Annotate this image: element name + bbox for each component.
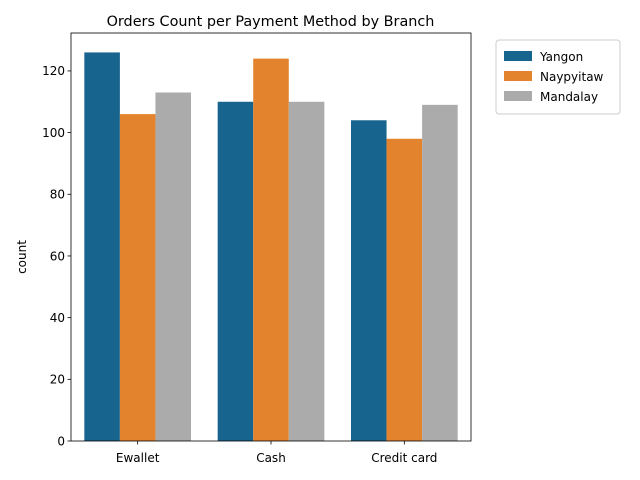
bar-yangon-ewallet [84,52,120,442]
bar-mandalay-cash [288,101,325,442]
bar-yangon-cash [217,101,254,442]
legend-swatch-naypyitaw [504,71,532,81]
legend-label-naypyitaw: Naypyitaw [540,70,604,84]
axes-frame [70,32,472,442]
y-tick-label: 0 [57,434,65,448]
legend-swatch-mandalay [504,91,532,101]
x-tick-label: Cash [256,451,286,465]
bar-mandalay-ewallet [155,92,191,442]
bar-mandalay-credit-card [422,104,458,441]
plot-area: 0 20 40 60 80 100 120 Ewallet Cash Credit card [42,32,472,465]
bar-naypyitaw-ewallet [119,114,156,442]
y-tick-label: 60 [50,249,65,263]
y-axis-title: count [15,240,29,274]
bar-naypyitaw-credit-card [386,138,423,441]
y-tick-label: 20 [50,373,65,387]
y-tick-label: 100 [42,126,65,140]
y-tick-label: 120 [42,64,65,78]
chart-title: Orders Count per Payment Method by Branc… [107,14,435,30]
y-tick-label: 40 [50,311,65,325]
legend-label-yangon: Yangon [539,50,583,64]
x-tick-label: Credit card [371,451,437,465]
legend-swatch-yangon [504,51,532,61]
legend: Yangon Naypyitaw Mandalay [495,39,621,115]
legend-label-mandalay: Mandalay [540,90,598,104]
bar-naypyitaw-cash [253,58,289,441]
x-tick-label: Ewallet [116,451,160,465]
y-tick-label: 80 [50,188,65,202]
bar-yangon-credit-card [351,120,387,442]
